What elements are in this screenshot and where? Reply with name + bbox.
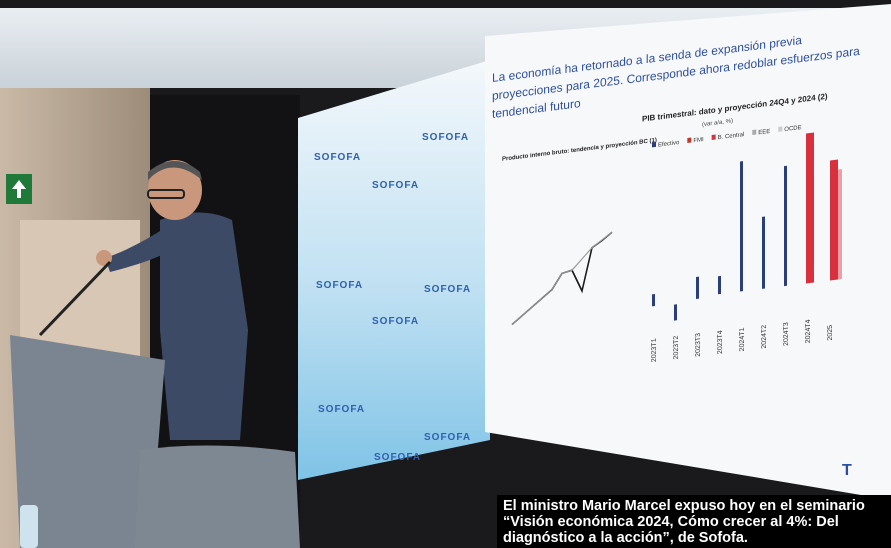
bar-shape (652, 294, 655, 306)
logo: SOFOFA (374, 452, 421, 463)
bar-shape (830, 160, 838, 281)
x-label: 2023T1 (651, 338, 658, 363)
logo: SOFOFA (372, 316, 419, 327)
x-label: 2023T2 (673, 335, 680, 360)
caption-line: diagnóstico a la acción”, de Sofofa. (503, 530, 748, 546)
logo: SOFOFA (318, 404, 365, 415)
suit (160, 213, 248, 441)
x-label: 2024T2 (761, 324, 768, 349)
logo: SOFOFA (424, 284, 471, 295)
logo: SOFOFA (424, 432, 471, 443)
caption-line: “Visión económica 2024, Cómo crecer al 4… (503, 514, 839, 530)
bar-shape (762, 216, 765, 288)
page: SOFOFA SOFOFA SOFOFA SOFOFA SOFOFA SOFOF… (0, 0, 891, 548)
x-label: 2023T4 (717, 330, 724, 355)
x-label: 2023T3 (695, 332, 702, 357)
bar-shape (838, 169, 842, 279)
caption-line: El ministro Mario Marcel expuso hoy en e… (503, 498, 865, 514)
bar-shape (696, 277, 699, 299)
legend-swatch (687, 138, 691, 143)
bar-shape (806, 132, 814, 283)
chair (135, 445, 300, 548)
legend-swatch (652, 142, 656, 147)
photo: SOFOFA SOFOFA SOFOFA SOFOFA SOFOFA SOFOF… (0, 0, 891, 548)
bar-shape (784, 166, 787, 286)
logo: SOFOFA (314, 152, 361, 163)
x-label: 2024T3 (783, 322, 790, 347)
legend-swatch (712, 135, 716, 140)
bar-shape (674, 304, 677, 320)
x-label: 2024T4 (805, 319, 812, 344)
x-label: 2024T1 (739, 327, 746, 352)
led-wall (298, 60, 490, 480)
bar-shape (740, 161, 743, 291)
legend-swatch (752, 130, 756, 135)
legend-swatch (778, 126, 782, 131)
x-label: 2025 (827, 324, 834, 341)
logo: SOFOFA (422, 132, 469, 143)
slide-mark: T (842, 462, 852, 479)
bottle (20, 505, 38, 548)
logo: SOFOFA (316, 280, 363, 291)
logo: SOFOFA (372, 180, 419, 191)
bar-shape (718, 276, 721, 294)
